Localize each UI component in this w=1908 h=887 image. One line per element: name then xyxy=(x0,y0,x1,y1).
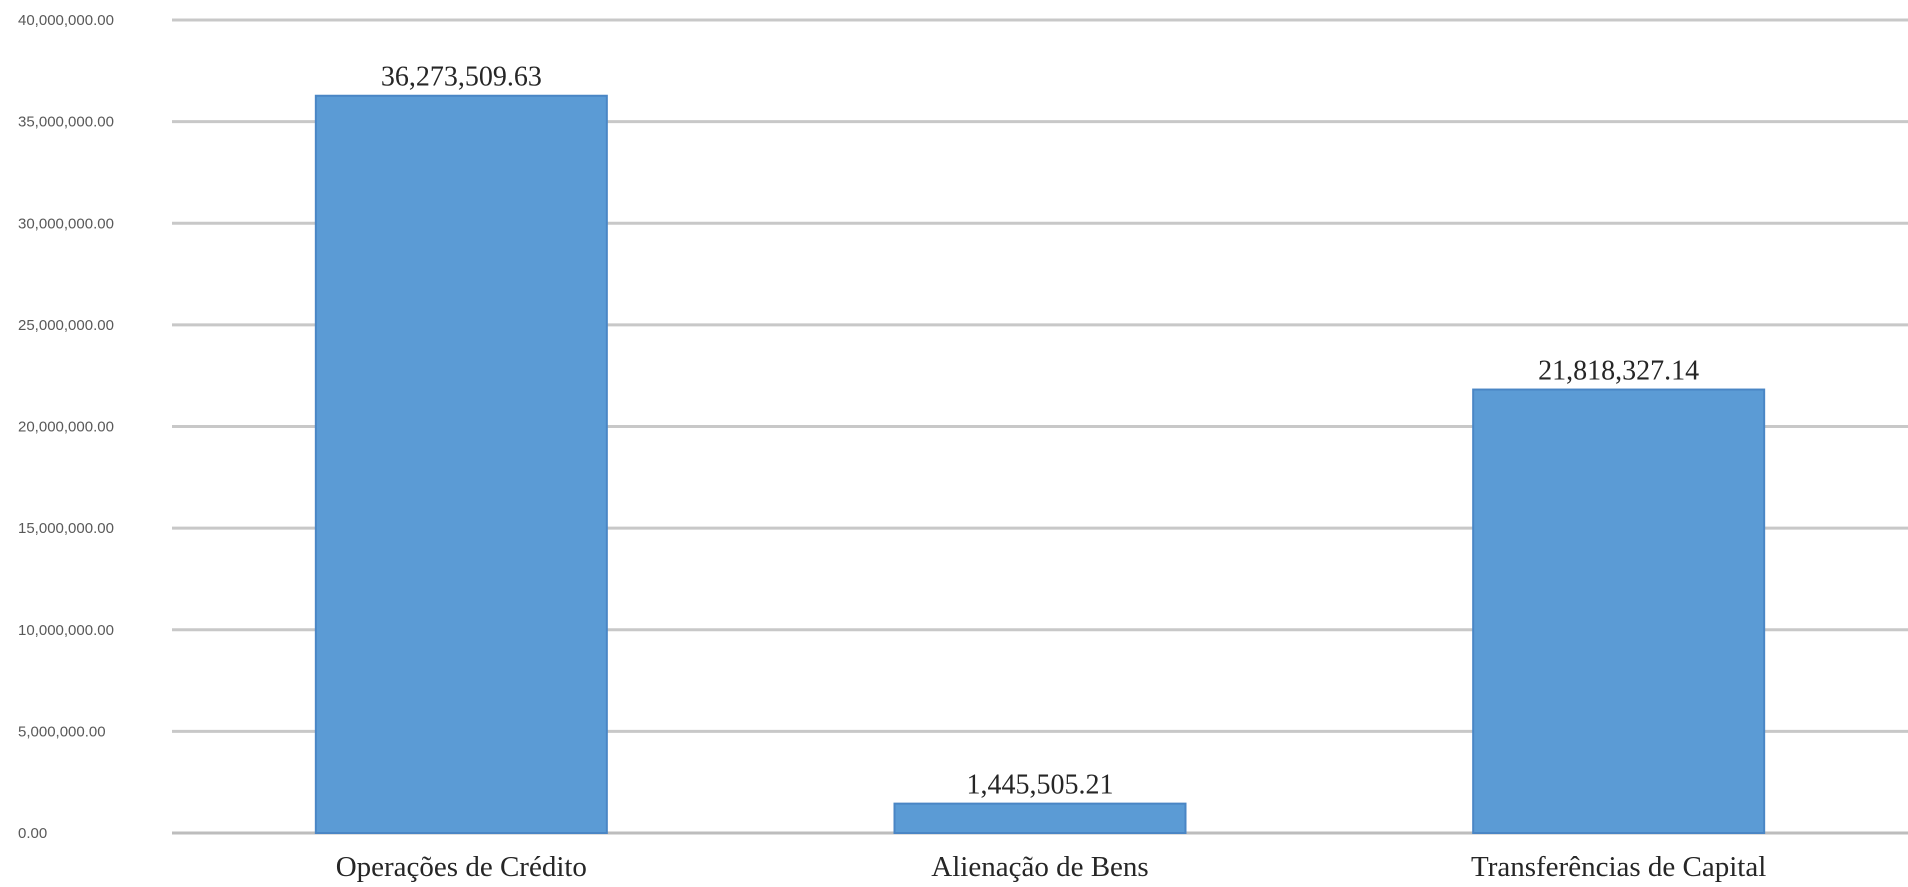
category-label: Alienação de Bens xyxy=(931,851,1148,883)
data-label: 21,818,327.14 xyxy=(1538,356,1699,387)
bars-group xyxy=(314,94,1766,835)
y-tick-label: 20,000,000.00 xyxy=(18,419,114,436)
y-tick-label: 10,000,000.00 xyxy=(18,622,114,639)
category-label: Transferências de Capital xyxy=(1471,851,1766,883)
data-labels-group: 36,273,509.63 1,445,505.21 21,818,327.14 xyxy=(381,62,1699,801)
data-label: 1,445,505.21 xyxy=(967,770,1114,801)
y-tick-label: 25,000,000.00 xyxy=(18,317,114,334)
y-tick-labels-group: 0.00 5,000,000.00 10,000,000.00 15,000,000.… xyxy=(18,12,114,842)
y-tick-label: 0.00 xyxy=(18,825,47,842)
category-label: Operações de Crédito xyxy=(336,851,587,883)
bar xyxy=(1472,388,1766,834)
category-labels-group: Operações de Crédito Alienação de Bens Tra… xyxy=(336,851,1767,883)
bar xyxy=(893,802,1187,835)
y-tick-label: 15,000,000.00 xyxy=(18,520,114,537)
y-tick-label: 30,000,000.00 xyxy=(18,215,114,232)
y-tick-label: 5,000,000.00 xyxy=(18,723,106,740)
bar xyxy=(314,94,608,835)
y-tick-label: 35,000,000.00 xyxy=(18,114,114,131)
y-tick-label: 40,000,000.00 xyxy=(18,12,114,29)
data-label: 36,273,509.63 xyxy=(381,62,542,93)
